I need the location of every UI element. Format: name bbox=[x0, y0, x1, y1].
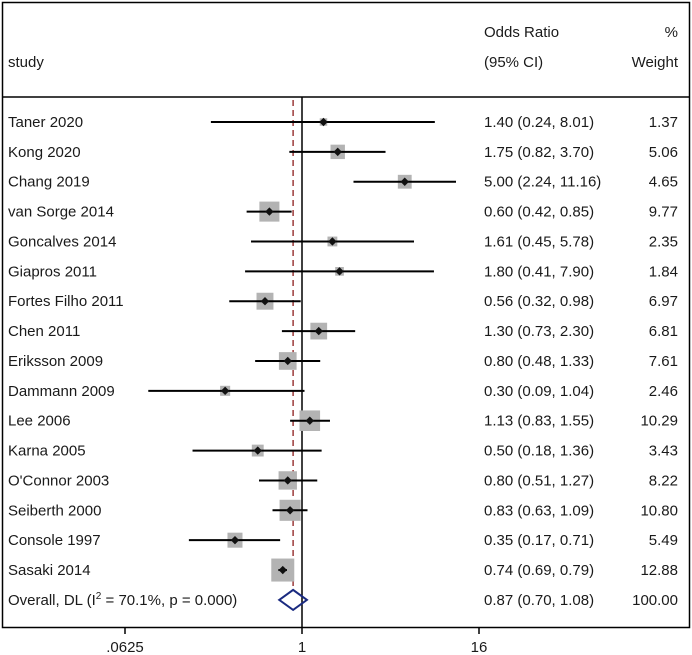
study-weight-text: 12.88 bbox=[640, 562, 678, 579]
study-ci-text: 0.80 (0.48, 1.33) bbox=[484, 353, 594, 370]
study-name: Taner 2020 bbox=[8, 114, 83, 131]
overall-diamond bbox=[279, 590, 307, 610]
study-ci-text: 0.35 (0.17, 0.71) bbox=[484, 532, 594, 549]
study-name: Sasaki 2014 bbox=[8, 562, 91, 579]
study-row: O'Connor 2003 0.80 (0.51, 1.27) 8.22 bbox=[8, 471, 678, 489]
study-name: Kong 2020 bbox=[8, 144, 81, 161]
overall-row: Overall, DL (I2 = 70.1%, p = 0.000) 0.87 … bbox=[8, 590, 678, 610]
study-row: Dammann 2009 0.30 (0.09, 1.04) 2.46 bbox=[8, 383, 678, 400]
study-ci-text: 1.80 (0.41, 7.90) bbox=[484, 263, 594, 280]
study-row: Sasaki 2014 0.74 (0.69, 0.79) 12.88 bbox=[8, 559, 678, 582]
study-row: Seiberth 2000 0.83 (0.63, 1.09) 10.80 bbox=[8, 500, 678, 521]
study-name: Chang 2019 bbox=[8, 174, 90, 191]
study-name: Lee 2006 bbox=[8, 413, 71, 430]
overall-weight-text: 100.00 bbox=[632, 592, 678, 609]
header-weight-line1: % bbox=[665, 24, 678, 41]
study-row: Lee 2006 1.13 (0.83, 1.55) 10.29 bbox=[8, 410, 678, 431]
study-row: Console 1997 0.35 (0.17, 0.71) 5.49 bbox=[8, 532, 678, 549]
study-name: Fortes Filho 2011 bbox=[8, 293, 124, 310]
study-name: Chen 2011 bbox=[8, 323, 80, 340]
study-ci-text: 0.83 (0.63, 1.09) bbox=[484, 502, 594, 519]
study-name: Eriksson 2009 bbox=[8, 353, 103, 370]
study-weight-text: 8.22 bbox=[649, 472, 678, 489]
header-study: study bbox=[8, 54, 44, 71]
study-row: Eriksson 2009 0.80 (0.48, 1.33) 7.61 bbox=[8, 352, 678, 370]
study-weight-text: 10.29 bbox=[640, 413, 678, 430]
study-weight-text: 9.77 bbox=[649, 204, 678, 221]
x-tick-label: 16 bbox=[471, 639, 488, 655]
study-name: Seiberth 2000 bbox=[8, 502, 101, 519]
study-row: Karna 2005 0.50 (0.18, 1.36) 3.43 bbox=[8, 443, 678, 460]
study-ci-text: 0.50 (0.18, 1.36) bbox=[484, 443, 594, 460]
study-row: Fortes Filho 2011 0.56 (0.32, 0.98) 6.97 bbox=[8, 293, 678, 310]
study-weight-text: 6.81 bbox=[649, 323, 678, 340]
x-tick-label: 1 bbox=[298, 639, 306, 655]
study-weight-text: 10.80 bbox=[640, 502, 678, 519]
study-weight-text: 2.35 bbox=[649, 233, 678, 250]
overall-label-suffix: = 70.1%, p = 0.000) bbox=[101, 592, 237, 609]
study-row: Kong 2020 1.75 (0.82, 3.70) 5.06 bbox=[8, 144, 678, 161]
study-name: Console 1997 bbox=[8, 532, 101, 549]
study-weight-text: 5.06 bbox=[649, 144, 678, 161]
study-weight-text: 7.61 bbox=[649, 353, 678, 370]
study-row: Taner 2020 1.40 (0.24, 8.01) 1.37 bbox=[8, 114, 678, 131]
study-ci-text: 1.13 (0.83, 1.55) bbox=[484, 413, 594, 430]
study-name: Karna 2005 bbox=[8, 443, 86, 460]
study-name: van Sorge 2014 bbox=[8, 204, 114, 221]
study-weight-text: 6.97 bbox=[649, 293, 678, 310]
study-ci-text: 0.60 (0.42, 0.85) bbox=[484, 204, 594, 221]
study-ci-text: 0.30 (0.09, 1.04) bbox=[484, 383, 594, 400]
study-ci-text: 0.80 (0.51, 1.27) bbox=[484, 472, 594, 489]
study-row: Chang 2019 5.00 (2.24, 11.16) 4.65 bbox=[8, 174, 678, 191]
study-row: Goncalves 2014 1.61 (0.45, 5.78) 2.35 bbox=[8, 233, 678, 250]
header-weight-line2: Weight bbox=[632, 54, 679, 71]
overall-label: Overall, DL (I2 = 70.1%, p = 0.000) bbox=[8, 591, 237, 609]
study-name: O'Connor 2003 bbox=[8, 472, 109, 489]
study-name: Dammann 2009 bbox=[8, 383, 115, 400]
study-name: Goncalves 2014 bbox=[8, 233, 116, 250]
study-weight-text: 1.84 bbox=[649, 263, 678, 280]
study-ci-text: 1.30 (0.73, 2.30) bbox=[484, 323, 594, 340]
study-row: Chen 2011 1.30 (0.73, 2.30) 6.81 bbox=[8, 323, 678, 340]
study-weight-text: 4.65 bbox=[649, 174, 678, 191]
study-row: van Sorge 2014 0.60 (0.42, 0.85) 9.77 bbox=[8, 202, 678, 222]
study-weight-text: 2.46 bbox=[649, 383, 678, 400]
header-effect-line2: (95% CI) bbox=[484, 54, 543, 71]
study-ci-text: 0.56 (0.32, 0.98) bbox=[484, 293, 594, 310]
overall-label-prefix: Overall, DL (I bbox=[8, 592, 96, 609]
study-weight-text: 3.43 bbox=[649, 443, 678, 460]
study-weight-text: 1.37 bbox=[649, 114, 678, 131]
header-effect-line1: Odds Ratio bbox=[484, 24, 559, 41]
study-ci-text: 5.00 (2.24, 11.16) bbox=[484, 174, 601, 191]
overall-ci-text: 0.87 (0.70, 1.08) bbox=[484, 592, 594, 609]
study-weight-text: 5.49 bbox=[649, 532, 678, 549]
x-tick-label: .0625 bbox=[106, 639, 144, 655]
study-ci-text: 1.75 (0.82, 3.70) bbox=[484, 144, 594, 161]
study-row: Giapros 2011 1.80 (0.41, 7.90) 1.84 bbox=[8, 263, 678, 280]
study-name: Giapros 2011 bbox=[8, 263, 97, 280]
study-ci-text: 1.61 (0.45, 5.78) bbox=[484, 233, 594, 250]
forest-plot: study Odds Ratio (95% CI) % Weight Taner… bbox=[0, 0, 692, 655]
study-ci-text: 1.40 (0.24, 8.01) bbox=[484, 114, 594, 131]
study-ci-text: 0.74 (0.69, 0.79) bbox=[484, 562, 594, 579]
